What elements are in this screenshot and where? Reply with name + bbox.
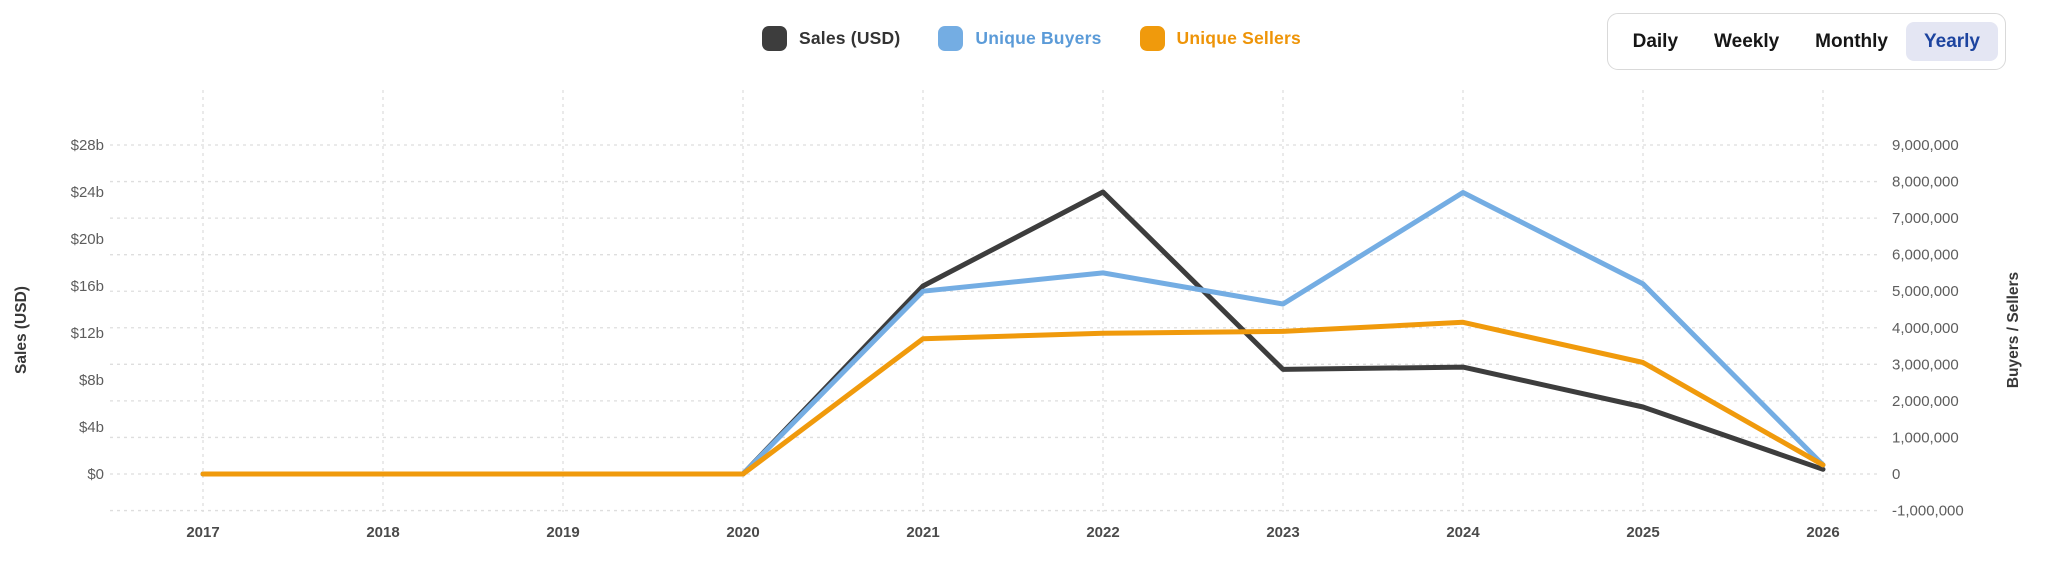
right-axis-tick-label: 7,000,000 — [1892, 210, 1959, 227]
x-axis-tick-label: 2026 — [1806, 524, 1839, 541]
right-axis-tick-label: 4,000,000 — [1892, 320, 1959, 337]
range-button-daily[interactable]: Daily — [1615, 22, 1696, 61]
left-axis-tick-label: $8b — [79, 372, 104, 389]
legend-label: Unique Sellers — [1176, 28, 1301, 48]
right-axis-tick-label: -1,000,000 — [1892, 503, 1964, 520]
left-axis-tick-label: $12b — [71, 325, 104, 342]
left-axis-title: Sales (USD) — [13, 286, 30, 374]
right-axis-tick-label: 0 — [1892, 466, 1900, 483]
series-line-unique-buyers — [200, 190, 1826, 477]
legend: Sales (USD) Unique Buyers Unique Sellers — [762, 26, 1301, 51]
right-axis-tick-label: 5,000,000 — [1892, 283, 1959, 300]
series-line-sales-usd — [200, 189, 1826, 477]
legend-swatch-buyers — [938, 26, 964, 51]
left-axis-tick-label: $0 — [87, 466, 104, 483]
left-axis-tick-label: $28b — [71, 137, 104, 154]
left-axis-tick-label: $4b — [79, 419, 104, 436]
x-axis-tick-label: 2022 — [1086, 524, 1119, 541]
right-axis-tick-label: 9,000,000 — [1892, 137, 1959, 154]
right-axis-tick-label: 8,000,000 — [1892, 174, 1959, 191]
right-axis-tick-label: 1,000,000 — [1892, 429, 1959, 446]
legend-item-sales-usd[interactable]: Sales (USD) — [762, 26, 900, 51]
x-axis-tick-label: 2024 — [1446, 524, 1480, 541]
right-axis-title: Buyers / Sellers — [2005, 272, 2022, 388]
x-axis-tick-label: 2019 — [546, 524, 579, 541]
left-axis-tick-label: $20b — [71, 231, 104, 248]
legend-label: Sales (USD) — [799, 28, 901, 48]
legend-swatch-sales — [762, 26, 787, 51]
legend-item-unique-buyers[interactable]: Unique Buyers — [938, 26, 1101, 51]
time-range-selector: Daily Weekly Monthly Yearly — [1606, 13, 2006, 70]
x-axis-tick-label: 2023 — [1266, 524, 1299, 541]
range-button-monthly[interactable]: Monthly — [1797, 22, 1906, 61]
right-axis-tick-label: 2,000,000 — [1892, 393, 1959, 410]
right-axis-tick-label: 6,000,000 — [1892, 247, 1959, 264]
left-axis-tick-label: $16b — [71, 278, 104, 295]
range-button-weekly[interactable]: Weekly — [1696, 22, 1797, 61]
right-axis-tick-label: 3,000,000 — [1892, 356, 1959, 373]
x-axis-tick-label: 2021 — [906, 524, 939, 541]
x-axis-tick-label: 2017 — [186, 524, 219, 541]
left-axis-tick-label: $24b — [71, 184, 104, 201]
x-axis-tick-label: 2025 — [1626, 524, 1659, 541]
legend-label: Unique Buyers — [975, 28, 1102, 48]
range-button-yearly[interactable]: Yearly — [1906, 22, 1998, 61]
legend-swatch-sellers — [1139, 26, 1165, 51]
x-axis-tick-label: 2020 — [726, 524, 759, 541]
legend-item-unique-sellers[interactable]: Unique Sellers — [1139, 26, 1301, 51]
series-line-unique-sellers — [200, 319, 1826, 477]
x-axis-tick-label: 2018 — [366, 524, 399, 541]
